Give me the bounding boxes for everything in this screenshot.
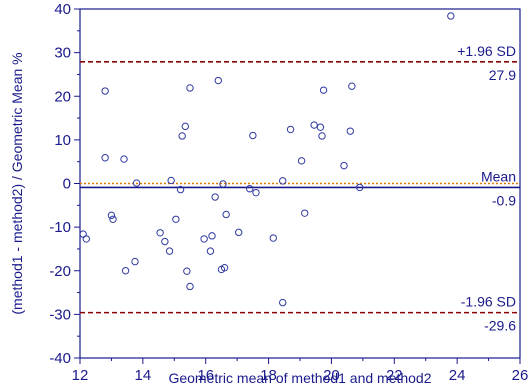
data-point bbox=[301, 209, 309, 217]
data-point bbox=[356, 183, 364, 192]
data-point bbox=[249, 131, 257, 140]
data-point bbox=[101, 154, 109, 162]
data-point bbox=[279, 177, 287, 185]
y-axis-title: (method1 - method2) / Geometric Mean % bbox=[9, 52, 25, 314]
y-tick-label: 10 bbox=[54, 132, 71, 149]
data-point bbox=[252, 188, 260, 197]
data-point bbox=[107, 211, 116, 220]
x-tick-label: 16 bbox=[197, 367, 214, 384]
y-tick-label: -30 bbox=[49, 306, 71, 323]
x-axis-title: Geometric mean of method1 and method2 bbox=[168, 370, 431, 386]
lower-line-label: -1.96 SD bbox=[461, 294, 516, 310]
data-point bbox=[121, 267, 130, 275]
y-tick-label: 20 bbox=[54, 88, 71, 105]
data-point bbox=[161, 237, 169, 246]
upper-line-value: 27.9 bbox=[489, 67, 516, 83]
data-point bbox=[120, 155, 128, 163]
data-point bbox=[101, 87, 109, 95]
x-tick-label: 14 bbox=[135, 367, 152, 384]
data-point bbox=[297, 157, 306, 165]
data-point bbox=[176, 185, 185, 194]
data-point bbox=[131, 257, 139, 266]
data-point bbox=[340, 161, 348, 170]
x-tick-label: 12 bbox=[72, 367, 89, 384]
data-point bbox=[319, 86, 328, 94]
x-tick-label: 20 bbox=[323, 367, 340, 384]
data-point bbox=[310, 121, 318, 129]
data-point bbox=[82, 235, 90, 243]
data-point bbox=[172, 215, 180, 223]
data-point bbox=[211, 193, 219, 201]
data-point bbox=[447, 12, 455, 20]
data-point bbox=[132, 179, 141, 187]
x-tick-label: 18 bbox=[260, 367, 277, 384]
upper-line-label: +1.96 SD bbox=[457, 43, 516, 59]
data-points bbox=[79, 12, 455, 307]
data-point bbox=[246, 185, 254, 193]
mean-line-label: Mean bbox=[481, 168, 516, 184]
data-point bbox=[219, 180, 227, 188]
lower-line-value: -29.6 bbox=[484, 318, 516, 334]
data-point bbox=[156, 229, 164, 237]
y-tick-label: -20 bbox=[49, 263, 71, 280]
data-point bbox=[346, 127, 354, 135]
data-point bbox=[200, 235, 208, 243]
data-point bbox=[167, 176, 175, 185]
y-axis: -40 -30 -20 -10 0 10 20 30 40 bbox=[49, 1, 80, 367]
x-tick-label: 24 bbox=[449, 367, 466, 384]
y-tick-label: -40 bbox=[49, 350, 71, 367]
x-tick-label: 22 bbox=[386, 367, 403, 384]
data-point bbox=[165, 247, 174, 255]
data-point bbox=[348, 82, 356, 90]
data-point bbox=[181, 122, 189, 131]
y-tick-label: 40 bbox=[54, 1, 71, 18]
data-point bbox=[279, 298, 287, 307]
data-point bbox=[316, 123, 325, 131]
data-point bbox=[183, 267, 191, 275]
data-point bbox=[206, 247, 215, 255]
data-point bbox=[286, 125, 295, 134]
data-point bbox=[235, 228, 243, 237]
data-point bbox=[214, 76, 222, 85]
y-tick-label: 0 bbox=[63, 176, 71, 193]
data-point bbox=[208, 232, 216, 240]
data-point bbox=[220, 263, 229, 272]
y-tick-label: -10 bbox=[49, 219, 71, 236]
y-tick-label: 30 bbox=[54, 45, 71, 62]
data-point bbox=[318, 132, 326, 140]
data-point bbox=[178, 132, 186, 140]
data-point bbox=[186, 84, 194, 92]
mean-line-value: -0.9 bbox=[492, 192, 516, 208]
x-tick-label: 26 bbox=[512, 367, 529, 384]
data-point bbox=[186, 282, 194, 291]
data-point bbox=[109, 215, 117, 223]
data-point bbox=[222, 210, 230, 219]
reference-lines: +1.96 SD 27.9 Mean -0.9 -1.96 SD -29.6 bbox=[80, 43, 520, 334]
data-point bbox=[269, 234, 277, 242]
x-axis: 12 14 16 18 20 22 24 26 bbox=[72, 358, 529, 384]
